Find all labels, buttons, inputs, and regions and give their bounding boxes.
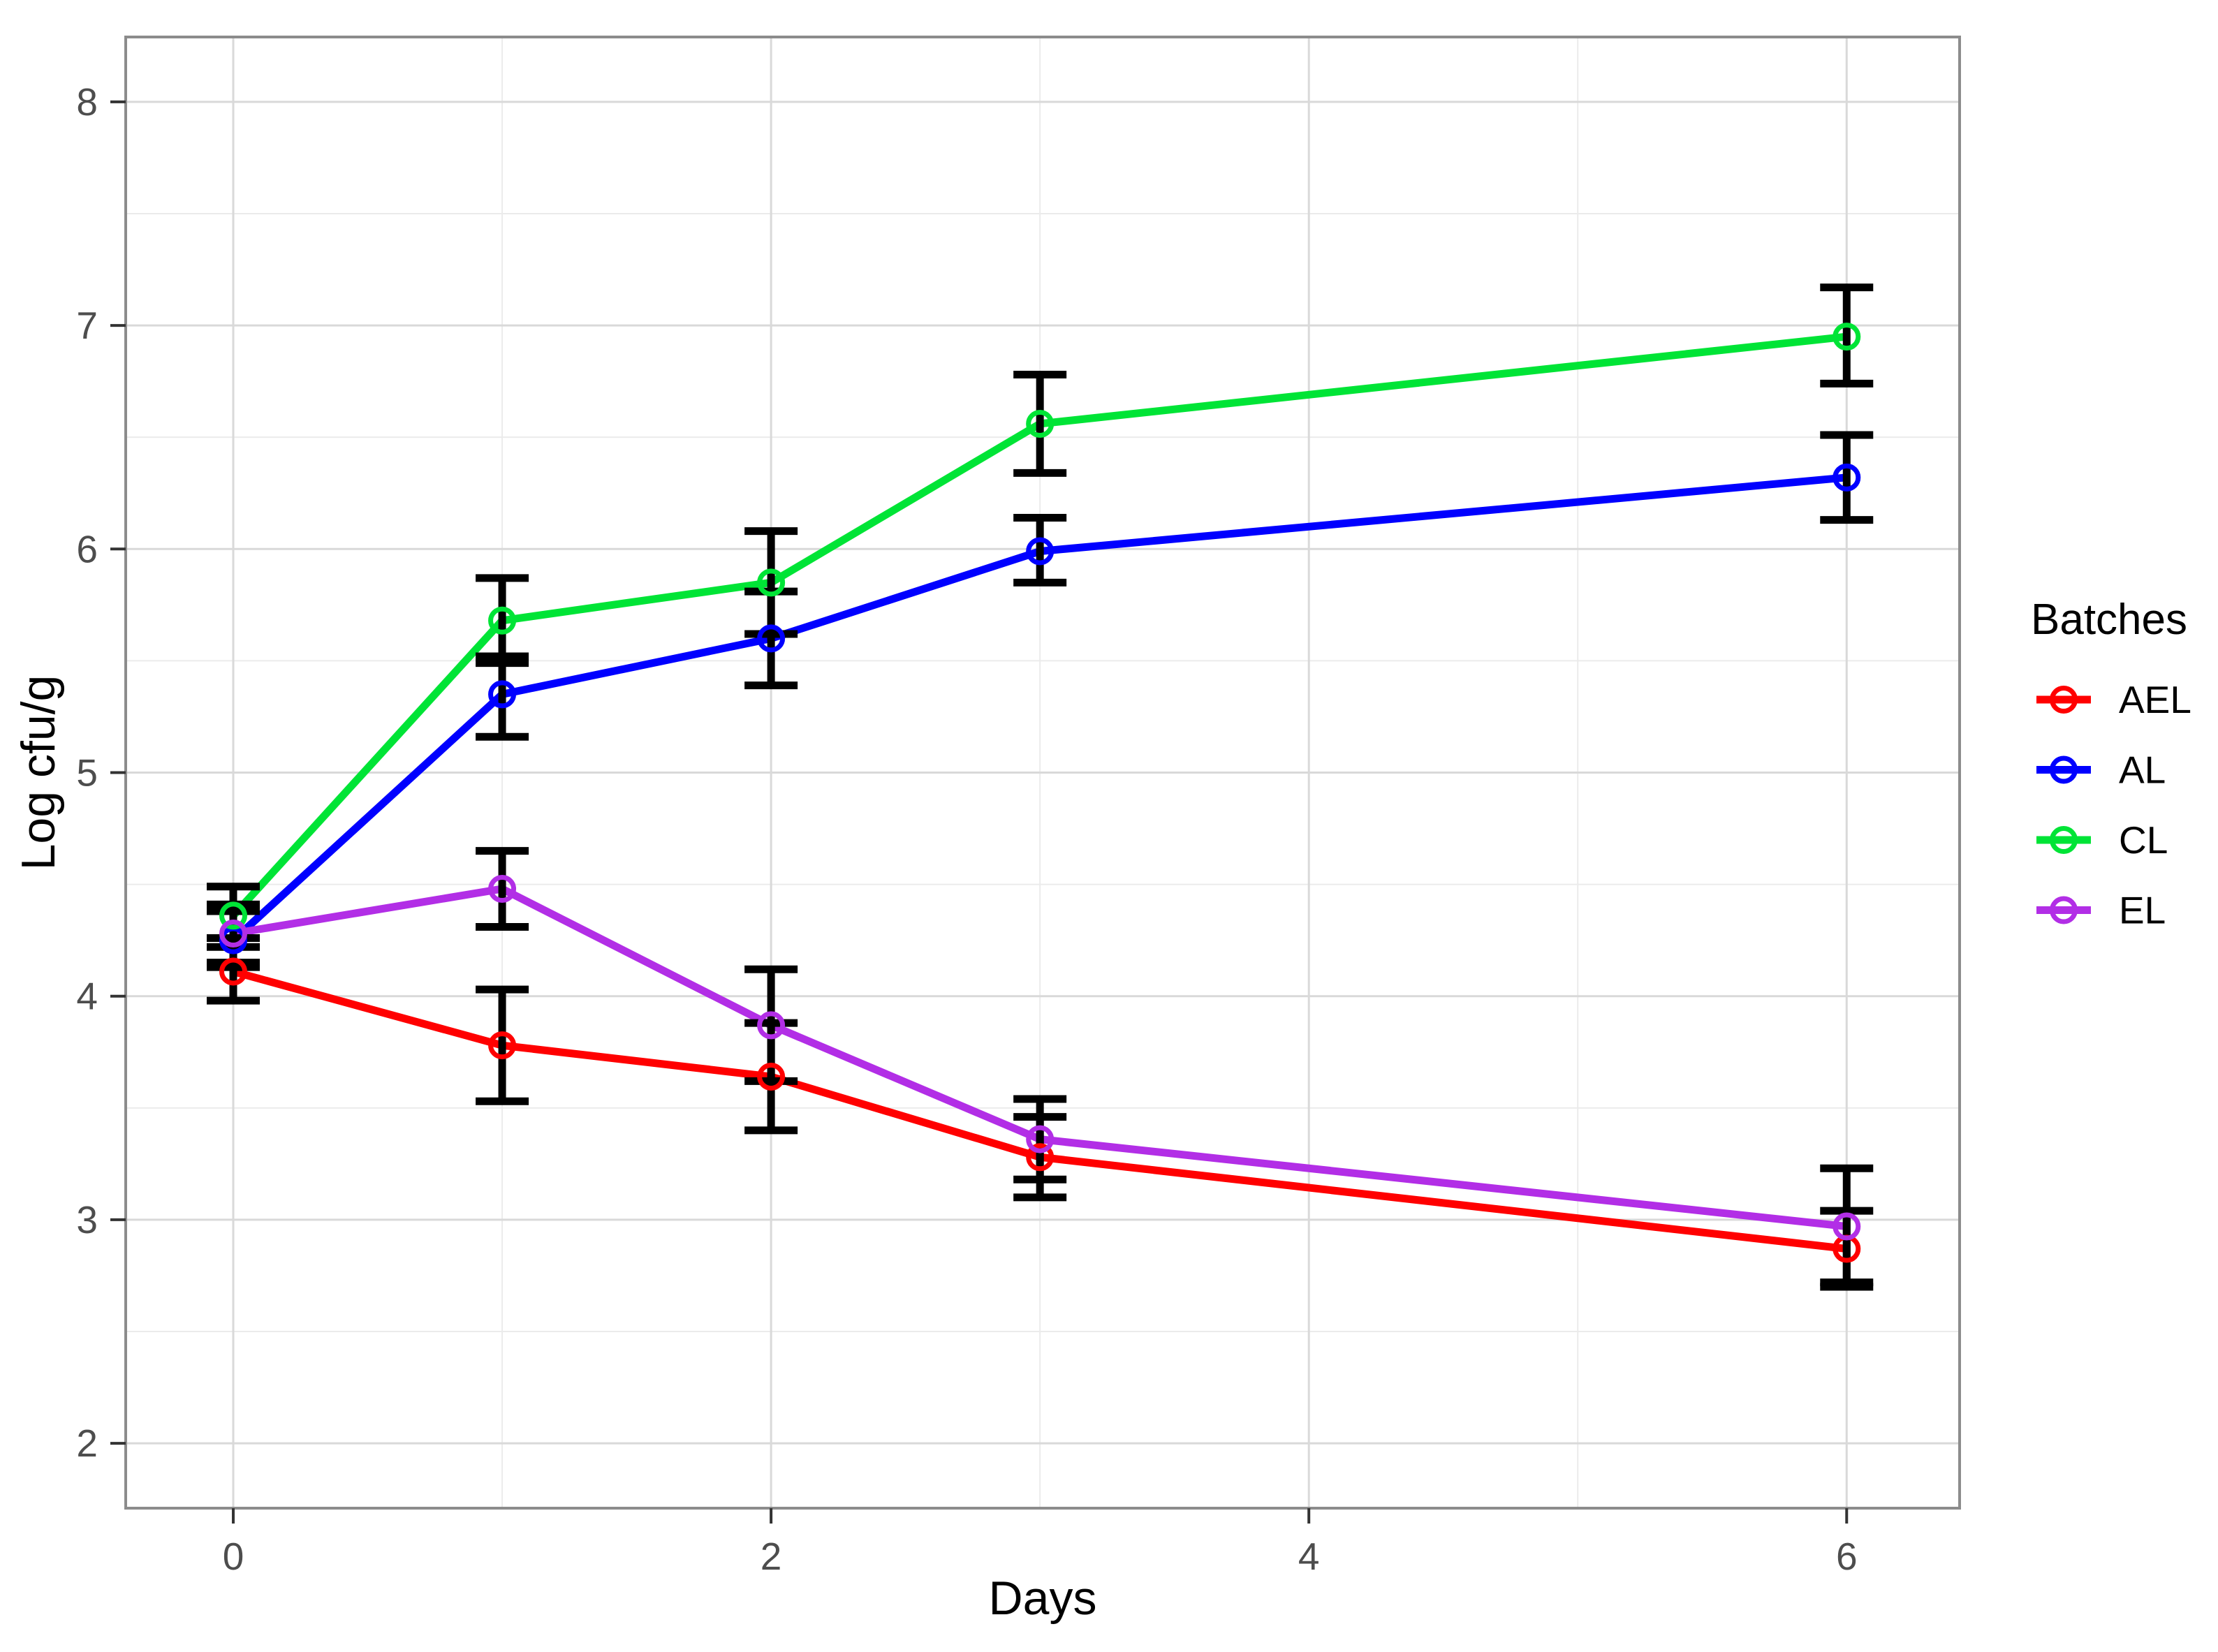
data-point-cl-day6 bbox=[1833, 323, 1861, 351]
y-axis-title: Log cfu/g bbox=[12, 675, 65, 871]
legend-key-circle bbox=[2050, 755, 2078, 784]
error-bar-el-day1 bbox=[476, 847, 529, 931]
series-points-el bbox=[219, 875, 1861, 1241]
legend-title: Batches bbox=[2031, 596, 2187, 644]
legend-entry-cl: CL bbox=[2036, 818, 2168, 862]
x-tick-label: 2 bbox=[761, 1535, 782, 1578]
data-point-cl-day3 bbox=[1026, 409, 1055, 438]
data-point-al-day6 bbox=[1833, 463, 1861, 492]
error-bar-el-day6 bbox=[1820, 1164, 1874, 1287]
data-point-al-day2 bbox=[757, 624, 786, 653]
error-bar-el-day3 bbox=[1013, 1095, 1067, 1183]
series-points-cl bbox=[219, 323, 1861, 930]
data-point-el-day2 bbox=[757, 1011, 786, 1040]
y-tick-label: 7 bbox=[76, 304, 98, 347]
data-point-el-day6 bbox=[1833, 1212, 1861, 1241]
legend-entry-ael: AEL bbox=[2036, 678, 2191, 721]
error-bar-al-day3 bbox=[1013, 513, 1067, 587]
y-tick-label: 4 bbox=[76, 975, 98, 1018]
data-point-el-day3 bbox=[1026, 1125, 1055, 1153]
legend-entry-el: EL bbox=[2036, 889, 2166, 932]
error-bar-cl-day2 bbox=[744, 527, 798, 638]
y-tick-label: 5 bbox=[76, 751, 98, 795]
legend-entry-al: AL bbox=[2036, 748, 2166, 792]
data-point-el-day0 bbox=[219, 920, 248, 948]
legend-label: AL bbox=[2119, 748, 2166, 792]
error-bars bbox=[207, 283, 1874, 1291]
legend-key-circle bbox=[2050, 896, 2078, 924]
x-tick-label: 6 bbox=[1836, 1535, 1858, 1578]
data-point-al-day3 bbox=[1026, 537, 1055, 566]
data-point-cl-day1 bbox=[488, 606, 517, 635]
error-bar-cl-day6 bbox=[1820, 283, 1874, 388]
error-bar-cl-day1 bbox=[476, 574, 529, 668]
y-tick-label: 6 bbox=[76, 527, 98, 570]
y-tick-label: 3 bbox=[76, 1198, 98, 1241]
data-point-cl-day0 bbox=[219, 901, 248, 930]
data-point-el-day1 bbox=[488, 875, 517, 904]
error-bar-ael-day1 bbox=[476, 985, 529, 1105]
axis-ticks bbox=[110, 100, 1849, 1524]
data-point-ael-day0 bbox=[219, 957, 248, 986]
data-point-cl-day2 bbox=[757, 568, 786, 597]
legend-label: AEL bbox=[2119, 678, 2191, 721]
legend-key-circle bbox=[2050, 686, 2078, 714]
data-point-al-day1 bbox=[488, 680, 517, 709]
data-point-ael-day2 bbox=[757, 1062, 786, 1091]
data-point-ael-day1 bbox=[488, 1031, 517, 1060]
error-bar-al-day6 bbox=[1820, 431, 1874, 524]
y-tick-label: 2 bbox=[76, 1422, 98, 1465]
legend-key-circle bbox=[2050, 826, 2078, 854]
legend-label: CL bbox=[2119, 818, 2168, 862]
x-axis-title: Days bbox=[989, 1572, 1097, 1625]
legend: Batches AEL AL CL EL bbox=[2031, 596, 2191, 932]
y-tick-label: 8 bbox=[76, 80, 98, 124]
x-tick-label: 4 bbox=[1298, 1535, 1320, 1578]
error-bar-cl-day3 bbox=[1013, 371, 1067, 477]
legend-label: EL bbox=[2119, 889, 2166, 932]
error-bar-el-day2 bbox=[744, 965, 798, 1085]
x-tick-label: 0 bbox=[223, 1535, 244, 1578]
data-point-ael-day3 bbox=[1026, 1143, 1055, 1172]
